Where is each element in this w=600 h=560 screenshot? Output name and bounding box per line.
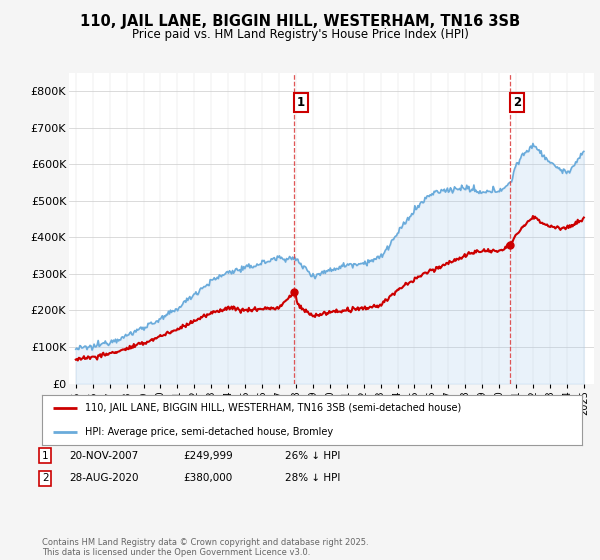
Text: 1: 1 xyxy=(42,451,49,461)
Text: 28-AUG-2020: 28-AUG-2020 xyxy=(69,473,139,483)
Text: 28% ↓ HPI: 28% ↓ HPI xyxy=(285,473,340,483)
Text: 26% ↓ HPI: 26% ↓ HPI xyxy=(285,451,340,461)
Text: Contains HM Land Registry data © Crown copyright and database right 2025.
This d: Contains HM Land Registry data © Crown c… xyxy=(42,538,368,557)
Text: 2: 2 xyxy=(42,473,49,483)
Text: Price paid vs. HM Land Registry's House Price Index (HPI): Price paid vs. HM Land Registry's House … xyxy=(131,28,469,41)
Text: 20-NOV-2007: 20-NOV-2007 xyxy=(69,451,138,461)
Text: 2: 2 xyxy=(513,96,521,109)
Text: 110, JAIL LANE, BIGGIN HILL, WESTERHAM, TN16 3SB (semi-detached house): 110, JAIL LANE, BIGGIN HILL, WESTERHAM, … xyxy=(85,403,461,413)
Text: 110, JAIL LANE, BIGGIN HILL, WESTERHAM, TN16 3SB: 110, JAIL LANE, BIGGIN HILL, WESTERHAM, … xyxy=(80,14,520,29)
Text: 1: 1 xyxy=(297,96,305,109)
Text: HPI: Average price, semi-detached house, Bromley: HPI: Average price, semi-detached house,… xyxy=(85,427,334,437)
Text: £380,000: £380,000 xyxy=(183,473,232,483)
Text: £249,999: £249,999 xyxy=(183,451,233,461)
